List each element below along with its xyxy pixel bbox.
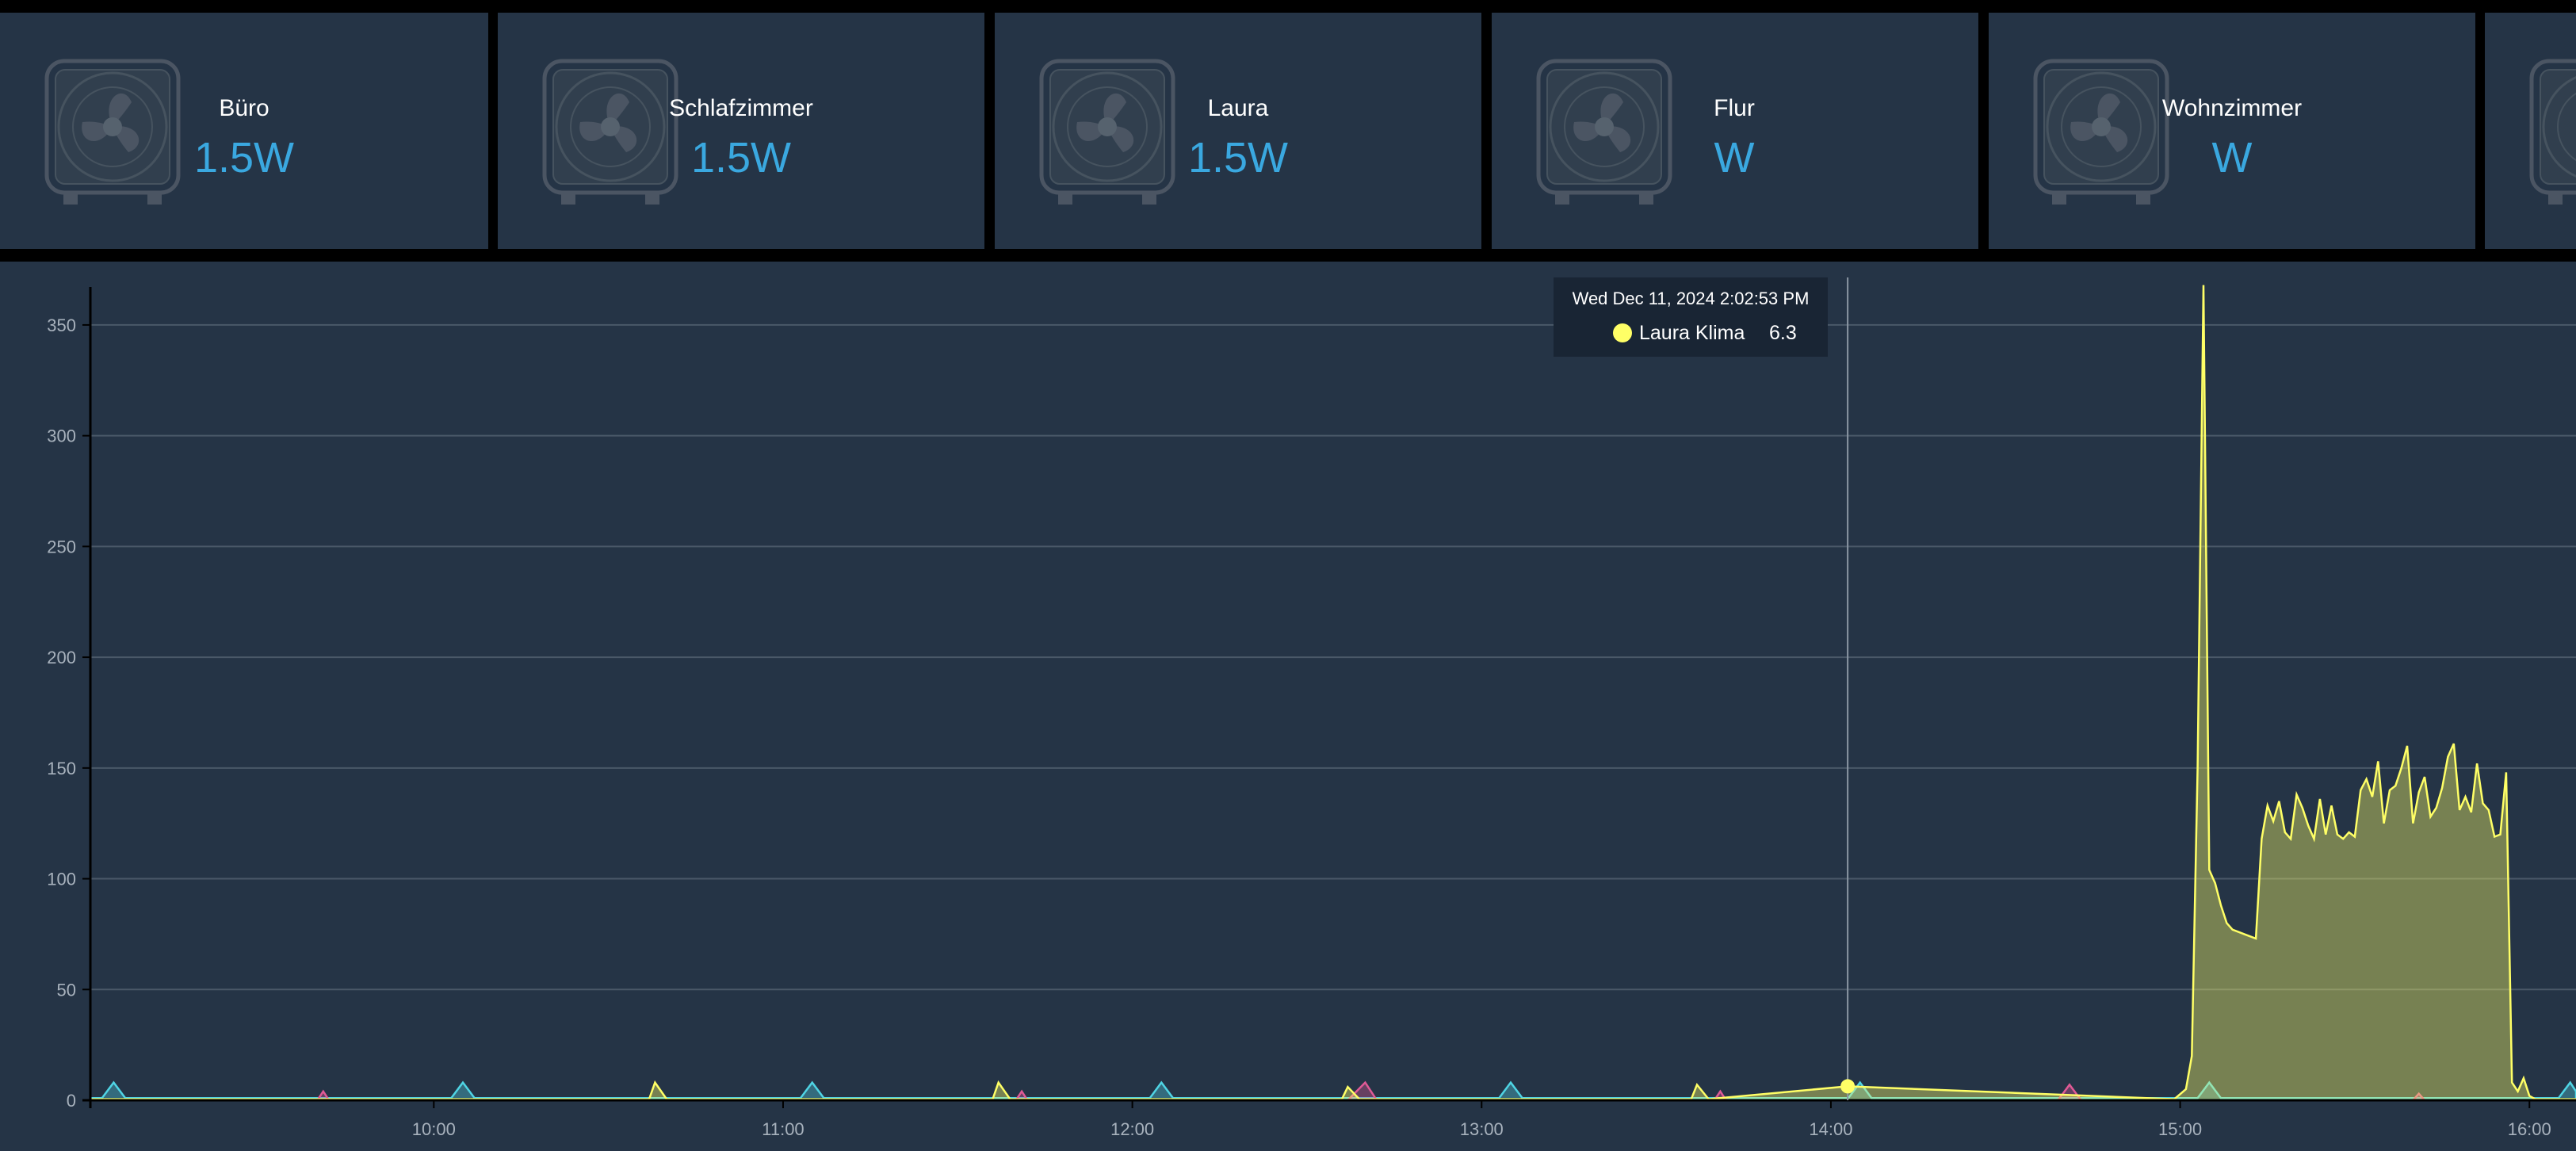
card-partial[interactable] [2485, 13, 2576, 249]
series-layer [90, 285, 2576, 1102]
fan-icon [1039, 59, 1175, 205]
x-tick-label: 10:00 [412, 1119, 456, 1139]
cursor-point [1840, 1079, 1856, 1094]
x-tick-label: 12:00 [1110, 1119, 1154, 1139]
grid-lines [90, 323, 2576, 991]
card-name: Büro [219, 95, 269, 121]
card-flur[interactable]: Flur W [1492, 13, 1978, 249]
card-schlafzimmer[interactable]: Schlafzimmer 1.5W [498, 13, 984, 249]
card-wohnzimmer[interactable]: Wohnzimmer W [1989, 13, 2475, 249]
y-tick-label: 200 [47, 648, 76, 667]
tooltip-time: Wed Dec 11, 2024 2:02:53 PM [1572, 289, 1810, 308]
x-tick-label: 11:00 [762, 1119, 804, 1139]
card-name: Laura [1207, 95, 1269, 121]
x-tick-label: 15:00 [2158, 1119, 2202, 1139]
chart-svg[interactable]: 0 50 100 150 200 250 300 350 10:00 11:00 12:00 13:0… [0, 262, 2576, 1151]
card-name: Wohnzimmer [2161, 95, 2303, 121]
fan-icon [2033, 59, 2169, 205]
card-laura[interactable]: Laura 1.5W [995, 13, 1481, 249]
fan-icon [2529, 59, 2576, 205]
series-line [90, 285, 2576, 1100]
y-tick-label: 100 [47, 870, 76, 889]
series-line [90, 1080, 2576, 1099]
axes: 0 50 100 150 200 250 300 350 10:00 11:00 12:00 13:0… [47, 287, 2576, 1139]
tooltip-series-name: Laura Klima [1639, 322, 1745, 344]
series-area [90, 285, 2576, 1101]
card-value: W [2211, 134, 2253, 182]
tooltip-value: 6.3 [1769, 322, 1797, 344]
y-tick-label: 150 [47, 759, 76, 778]
y-tick-label: 250 [47, 537, 76, 556]
tooltip: Wed Dec 11, 2024 2:02:53 PM Laura Klima … [1554, 277, 1828, 357]
y-tick-label: 350 [47, 315, 76, 335]
card-value: 1.5W [1187, 134, 1289, 182]
y-tick-label: 50 [57, 980, 76, 1000]
x-tick-label: 13:00 [1460, 1119, 1504, 1139]
tooltip-series-dot [1613, 323, 1632, 342]
card-value: 1.5W [193, 134, 295, 182]
fan-icon [44, 59, 181, 205]
power-chart[interactable]: 0 50 100 150 200 250 300 350 10:00 11:00 12:00 13:0… [0, 262, 2576, 1151]
card-value: 1.5W [690, 134, 792, 182]
cursor [1840, 277, 1856, 1100]
fan-icon [542, 59, 678, 205]
card-buero[interactable]: Büro 1.5W [0, 13, 488, 249]
card-name: Flur [1714, 95, 1755, 121]
x-tick-label: 16:00 [2508, 1119, 2551, 1139]
card-name: Schlafzimmer [669, 95, 813, 121]
card-value: W [1714, 134, 1755, 182]
y-tick-label: 300 [47, 426, 76, 446]
x-tick-label: 14:00 [1809, 1119, 1852, 1139]
y-tick-label: 0 [67, 1091, 76, 1111]
fan-icon [1536, 59, 1672, 205]
